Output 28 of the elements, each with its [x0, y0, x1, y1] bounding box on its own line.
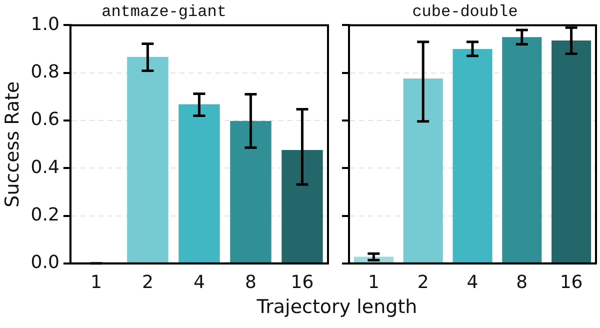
x-axis-title: Trajectory length	[256, 296, 418, 318]
bar	[502, 37, 542, 263]
x-tick-label: 4	[193, 272, 205, 293]
x-tick-label: 2	[142, 272, 154, 293]
bar	[282, 150, 323, 263]
bar	[552, 40, 592, 263]
y-tick-label: 0.2	[30, 204, 60, 226]
x-tick-label: 4	[466, 272, 478, 293]
x-tick-label: 8	[245, 272, 256, 293]
bar	[230, 120, 272, 263]
x-tick-label: 1	[90, 272, 102, 293]
y-tick-label: 0.6	[30, 109, 60, 130]
y-tick-label: 1.0	[30, 14, 60, 35]
x-tick-label: 1	[368, 272, 380, 293]
y-tick-label: 0.8	[30, 62, 60, 83]
bar	[403, 78, 443, 263]
x-tick-label: 8	[516, 272, 528, 293]
bar	[127, 56, 168, 263]
x-tick-label: 2	[417, 272, 429, 293]
x-tick-label: 16	[560, 272, 583, 293]
bar	[178, 104, 220, 263]
y-axis-title: Success Rate	[1, 81, 24, 208]
bar	[452, 49, 492, 263]
chart-title: antmaze-giant	[102, 2, 226, 21]
y-tick-label: 0.4	[30, 156, 60, 178]
y-tick-label: 0.0	[30, 252, 60, 274]
x-tick-label: 16	[290, 272, 314, 293]
chart-title: cube-double	[412, 2, 518, 21]
